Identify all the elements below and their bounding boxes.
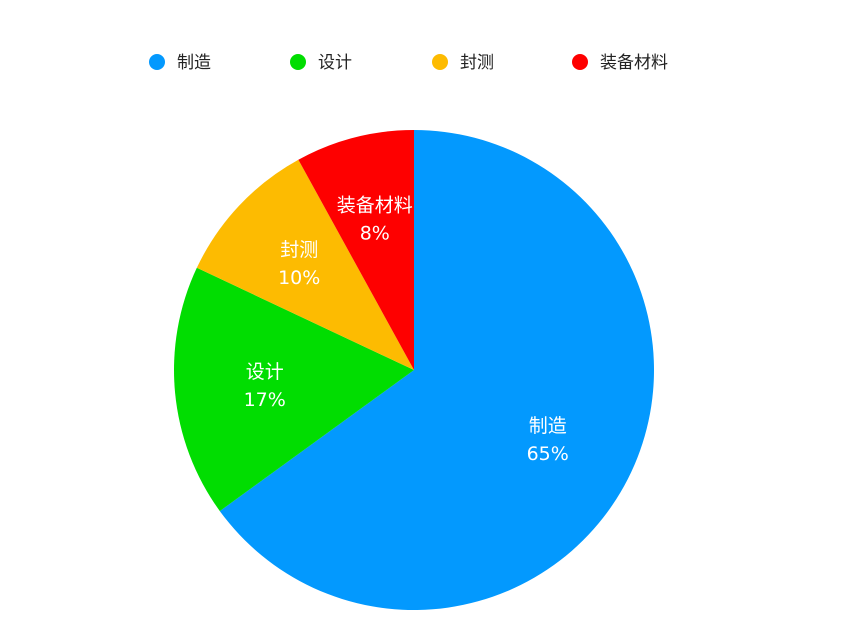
slice-name-label-2: 封测: [280, 239, 318, 261]
legend-label-1: 设计: [318, 53, 352, 73]
pie-slices: [173, 129, 655, 610]
legend-label-2: 封测: [460, 53, 494, 73]
slice-value-label-0: 65%: [527, 443, 569, 465]
pie-slice-2: [196, 159, 414, 370]
slice-name-label-1: 设计: [246, 361, 284, 383]
legend-swatch-3: [572, 54, 588, 70]
legend-swatch-2: [432, 54, 448, 70]
legend-label-0: 制造: [177, 53, 211, 73]
chart-legend: 制造 设计 封测 装备材料: [149, 53, 668, 73]
legend-label-3: 装备材料: [600, 53, 668, 73]
slice-name-label-3: 装备材料: [337, 194, 413, 216]
pie-slice-3: [298, 130, 414, 370]
slice-name-label-0: 制造: [529, 415, 567, 437]
pie-slice-1: [173, 267, 414, 512]
slice-value-label-2: 10%: [278, 267, 320, 289]
pie-slice-0: [219, 129, 655, 610]
legend-swatch-1: [290, 54, 306, 70]
slice-value-label-1: 17%: [244, 389, 286, 411]
pie-labels: 制造 65% 设计 17% 封测 10% 装备材料 8%: [244, 194, 569, 465]
legend-swatch-0: [149, 54, 165, 70]
slice-value-label-3: 8%: [360, 222, 390, 244]
